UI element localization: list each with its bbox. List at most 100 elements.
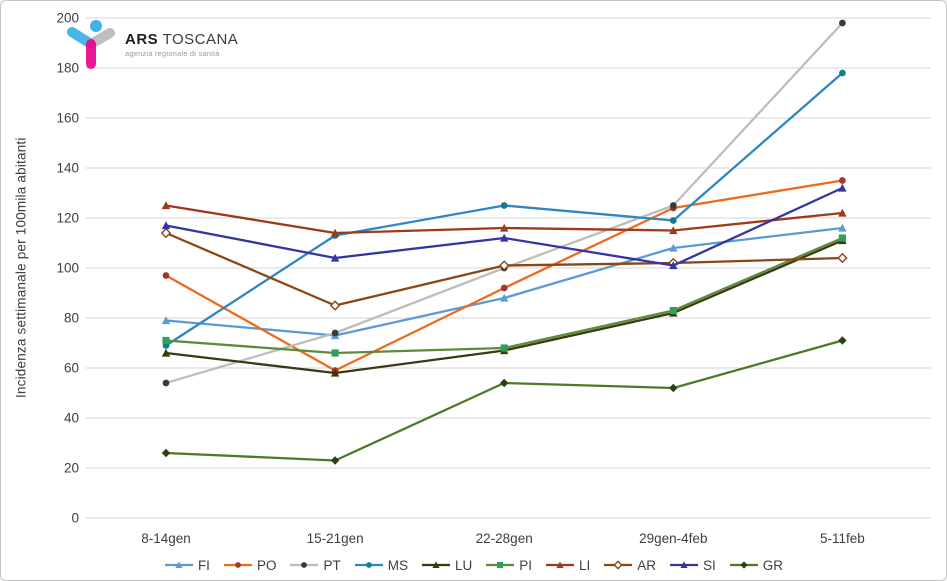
logo-tagline: agenzia regionale di sanità	[125, 48, 220, 58]
legend-item-SI[interactable]: SI	[669, 558, 716, 573]
data-point-marker	[301, 562, 308, 568]
data-point-marker	[839, 19, 846, 27]
y-axis-title: Incidenza settimanale per 100mila abitan…	[13, 137, 29, 399]
legend-item-LU[interactable]: LU	[421, 558, 472, 573]
x-tick-label: 8-14gen	[141, 531, 191, 546]
data-point-marker	[556, 561, 564, 569]
legend: FI PO PT MS LU PI LI AR SI GR	[1, 553, 946, 577]
legend-label-AR: AR	[637, 557, 657, 573]
data-point-marker	[669, 243, 678, 252]
data-point-marker	[669, 217, 677, 224]
ars-toscana-logo-text: ARS TOSCANA agenzia regionale di sanità	[125, 32, 238, 58]
ars-toscana-logo-icon	[67, 20, 115, 69]
legend-item-PO[interactable]: PO	[223, 557, 277, 573]
data-point-marker	[740, 561, 748, 569]
legend-label-PI: PI	[519, 557, 532, 573]
series-LI	[161, 201, 847, 237]
data-point-marker	[669, 306, 677, 315]
legend-item-PT[interactable]: PT	[289, 557, 341, 573]
legend-item-MS[interactable]: MS	[354, 558, 408, 573]
data-point-marker	[330, 368, 340, 377]
legend-marker-icon-LU	[421, 561, 450, 569]
legend-marker-icon-LI	[546, 561, 574, 569]
data-point-marker	[500, 233, 509, 242]
legend-item-AR[interactable]: AR	[603, 558, 656, 573]
data-point-marker	[500, 344, 508, 352]
data-point-marker	[500, 223, 509, 232]
legend-item-PI[interactable]: PI	[485, 558, 532, 573]
data-point-marker	[669, 261, 678, 270]
data-point-marker	[500, 284, 508, 292]
data-point-marker	[160, 227, 172, 239]
x-tick-label: 5-11feb	[820, 531, 865, 546]
data-point-marker	[365, 562, 372, 568]
y-tick-label: 200	[56, 11, 79, 26]
legend-marker-icon-GR	[729, 561, 758, 569]
legend-marker-icon-FI	[164, 561, 193, 569]
series-GR	[161, 336, 847, 465]
series-PI	[162, 234, 846, 357]
data-point-marker	[162, 336, 170, 345]
legend-marker-icon-MS	[354, 562, 383, 568]
legend-item-GR[interactable]: GR	[729, 558, 783, 573]
data-point-marker	[161, 348, 171, 357]
y-tick-label: 60	[64, 361, 79, 376]
legend-label-PT: PT	[323, 557, 341, 573]
data-point-marker	[838, 183, 847, 192]
series-line-MS	[165, 72, 844, 347]
y-tick-label: 20	[64, 461, 79, 476]
legend-item-FI[interactable]: FI	[164, 558, 210, 573]
data-point-marker	[161, 221, 171, 230]
data-point-marker	[329, 300, 341, 311]
data-point-marker	[235, 562, 241, 568]
y-tick-label: 160	[56, 111, 79, 126]
y-tick-label: 100	[56, 261, 79, 276]
data-point-marker	[838, 336, 847, 345]
data-point-marker	[161, 201, 171, 210]
series-line-GR	[165, 339, 843, 462]
data-point-marker	[669, 202, 677, 209]
data-point-marker	[613, 560, 623, 570]
data-point-marker	[838, 208, 847, 217]
series-SI	[161, 183, 847, 270]
y-tick-label: 140	[56, 161, 79, 176]
data-point-marker	[500, 378, 509, 388]
data-point-marker	[837, 252, 848, 264]
data-point-marker	[500, 202, 508, 209]
data-point-marker	[330, 228, 340, 237]
y-tick-label: 180	[56, 61, 79, 76]
logo-brand-bold: ARS	[125, 31, 159, 49]
legend-marker-icon-PT	[290, 562, 319, 568]
y-tick-label: 40	[64, 411, 79, 426]
data-point-marker	[331, 329, 339, 337]
x-tick-label: 29gen-4feb	[639, 531, 707, 546]
data-point-marker	[497, 561, 504, 569]
data-point-marker	[330, 253, 340, 262]
legend-label-GR: GR	[762, 557, 784, 573]
legend-marker-icon-PI	[486, 561, 515, 569]
legend-marker-icon-AR	[604, 560, 633, 570]
data-point-marker	[161, 448, 171, 458]
x-tick-label: 15-21gen	[307, 531, 364, 546]
logo-brand: ARS TOSCANA	[125, 32, 238, 48]
legend-marker-icon-PO	[223, 562, 252, 568]
data-point-marker	[839, 69, 846, 77]
data-point-marker	[838, 234, 846, 242]
series-MS	[162, 69, 846, 349]
data-point-marker	[500, 293, 509, 302]
legend-item-LI[interactable]: LI	[545, 558, 590, 573]
data-point-marker	[162, 379, 170, 387]
ars-toscana-logo: ARS TOSCANA agenzia regionale di sanità	[65, 19, 238, 71]
data-point-marker	[669, 226, 678, 235]
y-tick-label: 0	[71, 511, 79, 526]
legend-label-PO: PO	[256, 557, 277, 573]
logo-brand-rest: TOSCANA	[158, 31, 239, 49]
data-point-marker	[330, 456, 340, 465]
legend-label-FI: FI	[197, 557, 210, 573]
data-point-marker	[331, 349, 339, 357]
data-point-marker	[838, 223, 847, 232]
legend-label-LU: LU	[454, 557, 473, 573]
data-point-marker	[161, 316, 171, 325]
data-point-marker	[839, 177, 846, 184]
